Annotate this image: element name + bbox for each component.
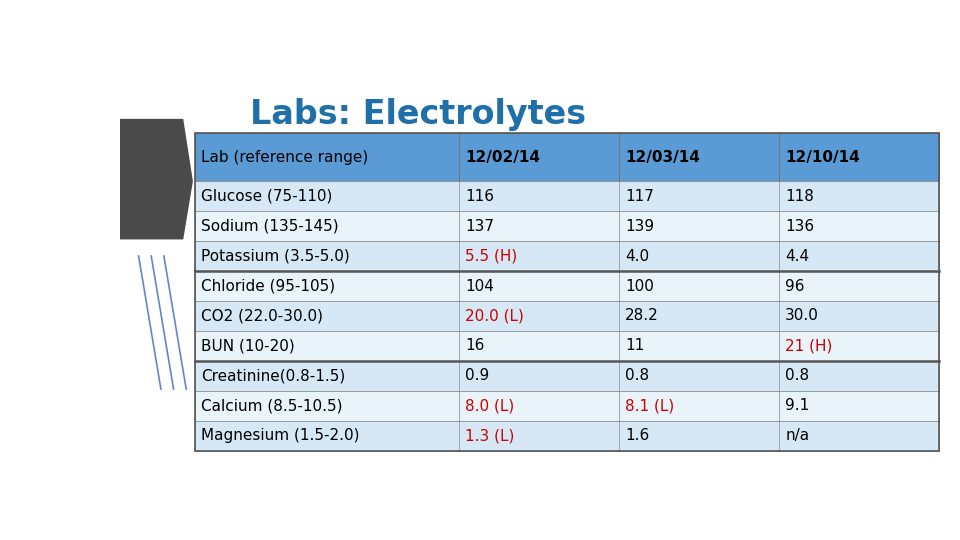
Text: 0.9: 0.9 <box>466 368 490 383</box>
Text: Magnesium (1.5-2.0): Magnesium (1.5-2.0) <box>201 428 360 443</box>
Bar <box>195 181 939 211</box>
Text: 20.0 (L): 20.0 (L) <box>466 308 524 323</box>
Text: Lab (reference range): Lab (reference range) <box>201 150 369 165</box>
Text: 16: 16 <box>466 339 485 353</box>
Text: 1.6: 1.6 <box>625 428 649 443</box>
Text: 9.1: 9.1 <box>785 399 809 413</box>
Text: 139: 139 <box>625 219 655 234</box>
Text: 8.1 (L): 8.1 (L) <box>625 399 675 413</box>
Bar <box>195 271 939 301</box>
Text: 100: 100 <box>625 279 654 294</box>
Bar <box>195 391 939 421</box>
Text: n/a: n/a <box>785 428 809 443</box>
Text: CO2 (22.0-30.0): CO2 (22.0-30.0) <box>201 308 324 323</box>
Text: 5.5 (H): 5.5 (H) <box>466 248 517 264</box>
Text: 136: 136 <box>785 219 814 234</box>
Text: 96: 96 <box>785 279 804 294</box>
Text: Calcium (8.5-10.5): Calcium (8.5-10.5) <box>201 399 343 413</box>
Text: 30.0: 30.0 <box>785 308 819 323</box>
Bar <box>195 301 939 331</box>
Bar <box>195 421 939 451</box>
Text: BUN (10-20): BUN (10-20) <box>201 339 295 353</box>
Text: 137: 137 <box>466 219 494 234</box>
Text: 104: 104 <box>466 279 494 294</box>
Bar <box>195 241 939 271</box>
Bar <box>195 133 939 181</box>
Text: 28.2: 28.2 <box>625 308 659 323</box>
Text: Chloride (95-105): Chloride (95-105) <box>201 279 335 294</box>
Text: Labs: Electrolytes: Labs: Electrolytes <box>251 98 587 131</box>
Text: Glucose (75-110): Glucose (75-110) <box>201 188 332 204</box>
Text: 1.3 (L): 1.3 (L) <box>466 428 515 443</box>
Text: 4.0: 4.0 <box>625 248 649 264</box>
Text: 12/02/14: 12/02/14 <box>466 150 540 165</box>
Text: 0.8: 0.8 <box>625 368 649 383</box>
Text: 4.4: 4.4 <box>785 248 809 264</box>
Bar <box>195 133 939 451</box>
Text: 117: 117 <box>625 188 654 204</box>
Text: 12/03/14: 12/03/14 <box>625 150 700 165</box>
Bar <box>195 361 939 391</box>
Text: 0.8: 0.8 <box>785 368 809 383</box>
Text: 11: 11 <box>625 339 644 353</box>
Text: Sodium (135-145): Sodium (135-145) <box>201 219 339 234</box>
Text: Creatinine(0.8-1.5): Creatinine(0.8-1.5) <box>201 368 346 383</box>
Text: 8.0 (L): 8.0 (L) <box>466 399 515 413</box>
Text: 12/10/14: 12/10/14 <box>785 150 860 165</box>
Text: 118: 118 <box>785 188 814 204</box>
Text: 21 (H): 21 (H) <box>785 339 832 353</box>
Text: 116: 116 <box>466 188 494 204</box>
Bar <box>195 211 939 241</box>
Text: Potassium (3.5-5.0): Potassium (3.5-5.0) <box>201 248 349 264</box>
Polygon shape <box>120 119 193 239</box>
Bar <box>195 331 939 361</box>
